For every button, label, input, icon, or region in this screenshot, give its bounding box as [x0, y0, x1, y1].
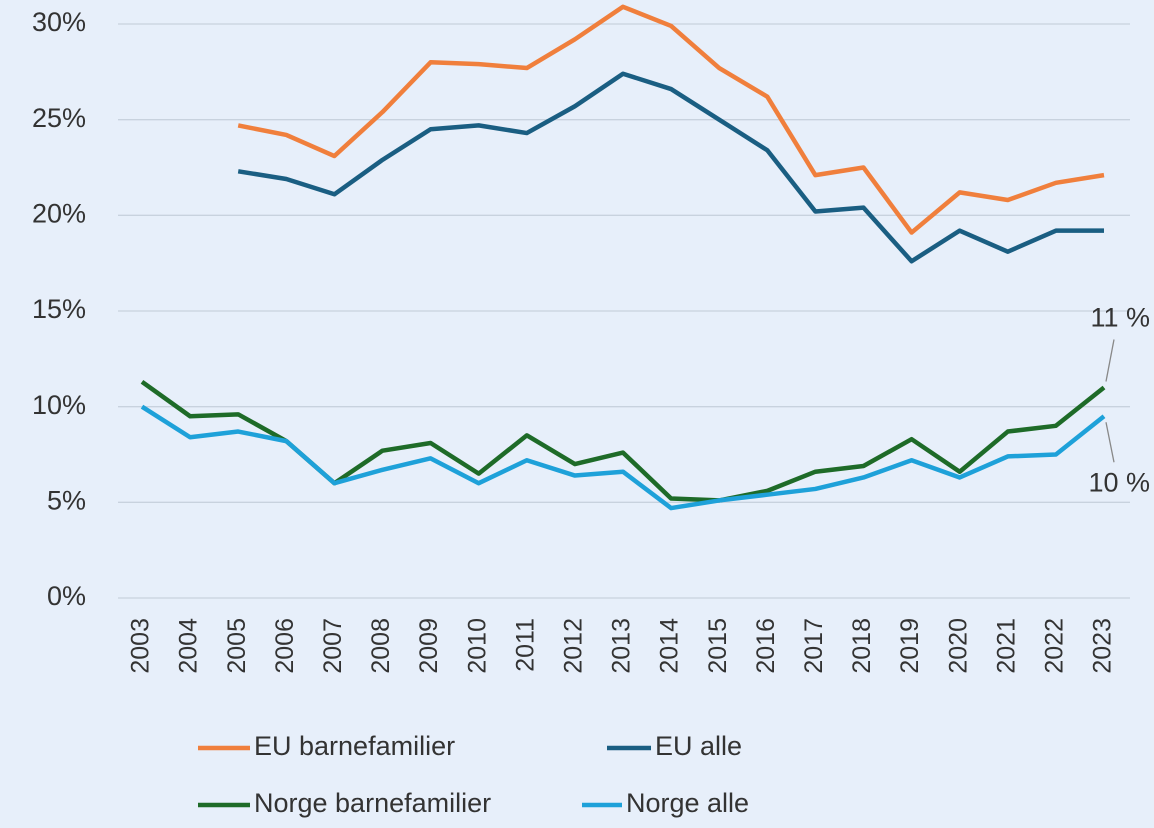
series-line	[140, 404, 1106, 511]
annotation-leader	[1105, 422, 1115, 463]
x-tick-label: 2016	[752, 618, 780, 674]
series-line	[237, 4, 1105, 235]
legend-label: EU alle	[655, 731, 742, 761]
y-tick-label: 10%	[32, 390, 86, 420]
y-tick-label: 30%	[32, 7, 86, 37]
x-tick-label: 2010	[463, 618, 491, 674]
x-tick-label: 2017	[800, 618, 828, 674]
x-tick-label: 2015	[704, 618, 732, 674]
x-tick-label: 2006	[271, 618, 299, 674]
x-tick-label: 2008	[367, 618, 395, 674]
annotation-leader	[1105, 339, 1115, 382]
y-tick-label: 15%	[32, 294, 86, 324]
x-tick-label: 2020	[944, 618, 972, 674]
x-tick-label: 2022	[1041, 618, 1069, 674]
x-tick-label: 2007	[319, 618, 347, 674]
x-tick-label: 2019	[896, 618, 924, 674]
y-tick-label: 25%	[32, 103, 86, 133]
legend-label: Norge barnefamilier	[254, 788, 491, 818]
y-tick-label: 0%	[47, 581, 86, 611]
x-tick-label: 2005	[223, 618, 251, 674]
x-tick-label: 2011	[511, 618, 539, 672]
y-tick-label: 5%	[47, 485, 86, 515]
x-tick-label: 2003	[127, 618, 155, 674]
x-tick-label: 2018	[848, 618, 876, 674]
x-tick-label: 2012	[560, 618, 588, 674]
x-tick-label: 2023	[1089, 618, 1117, 674]
series-line	[237, 71, 1104, 264]
x-tick-label: 2021	[992, 618, 1020, 674]
y-tick-label: 20%	[32, 198, 86, 228]
x-tick-label: 2004	[175, 618, 203, 674]
x-tick-label: 2014	[656, 618, 684, 674]
legend-label: EU barnefamilier	[254, 731, 455, 761]
x-tick-label: 2013	[608, 618, 636, 674]
legend-label: Norge alle	[626, 788, 749, 818]
data-label: 11 %	[1090, 303, 1150, 333]
data-label: 10 %	[1088, 467, 1150, 497]
x-tick-label: 2009	[415, 618, 443, 674]
